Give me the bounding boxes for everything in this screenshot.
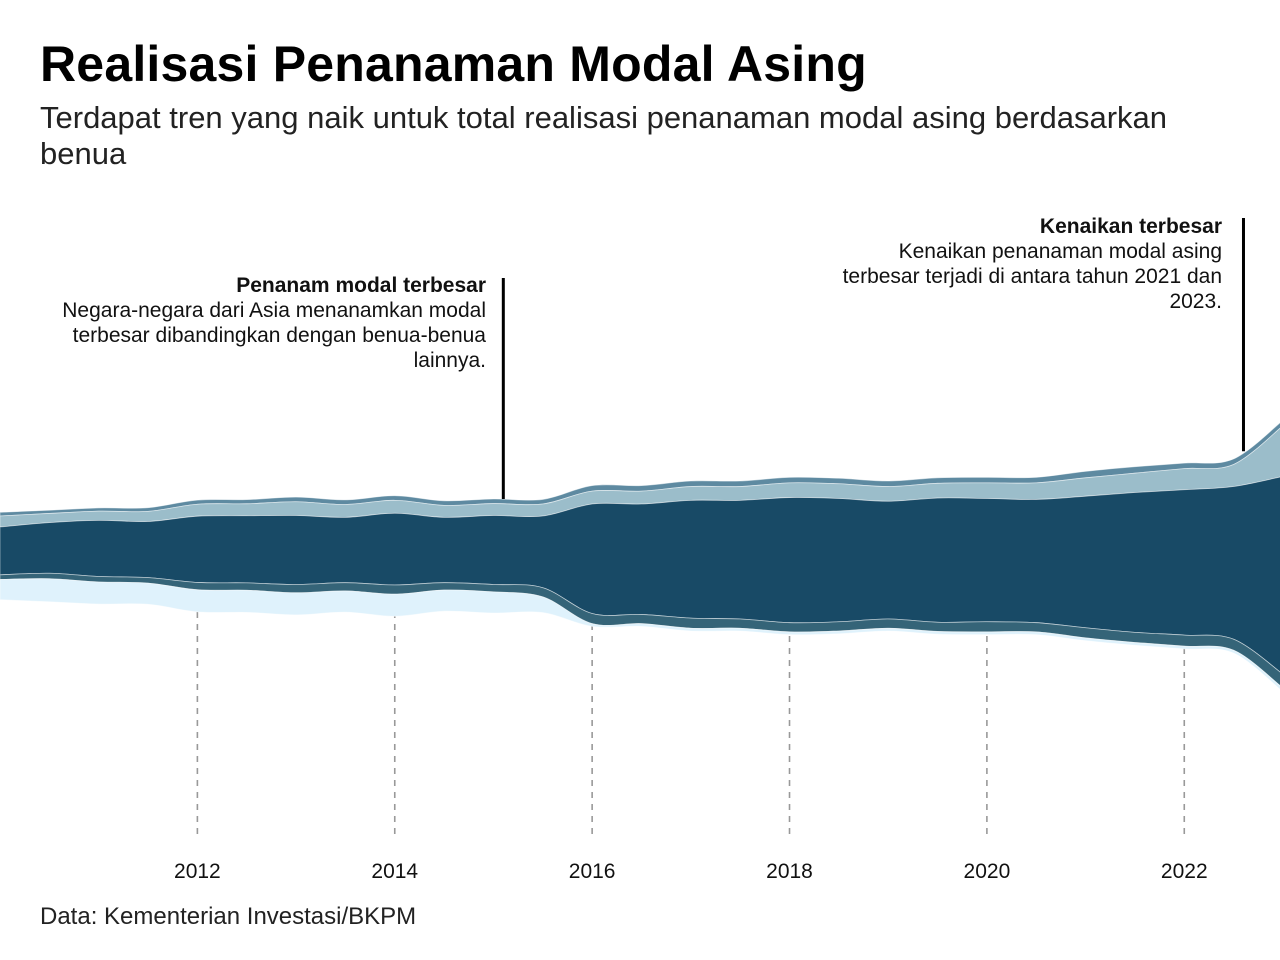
data-source: Data: Kementerian Investasi/BKPM (40, 903, 417, 930)
grid-lines (196, 612, 1186, 840)
stream-layers (0, 422, 1280, 690)
x-axis-tick-labels: 2012 2014 2016 2018 2020 2022 (174, 860, 1208, 883)
chart-title: Realisasi Penanaman Modal Asing (40, 36, 867, 92)
x-tick-label-2022: 2022 (1161, 860, 1208, 883)
annotation-largest-investor-heading: Penanam modal terbesar (236, 274, 486, 297)
annotation-largest-investor-text: Negara-negara dari Asia menanamkan modal… (62, 299, 486, 372)
x-tick-label-2014: 2014 (371, 860, 418, 883)
x-tick-label-2016: 2016 (569, 860, 616, 883)
x-tick-label-2012: 2012 (174, 860, 221, 883)
annotation-lines (501, 218, 1245, 500)
x-tick-label-2020: 2020 (964, 860, 1011, 883)
stream-layer-5 (0, 578, 1280, 690)
annotation-largest-increase-text: Kenaikan penanaman modal asing terbesar … (842, 240, 1222, 313)
annotation-largest-increase: Kenaikan terbesar Kenaikan penanaman mod… (842, 214, 1222, 314)
annotation-largest-increase-heading: Kenaikan terbesar (1039, 215, 1222, 238)
x-tick-label-2018: 2018 (766, 860, 813, 883)
chart-subtitle: Terdapat tren yang naik untuk total real… (40, 100, 1168, 171)
annotation-largest-investor: Penanam modal terbesar Negara-negara dar… (46, 273, 486, 373)
